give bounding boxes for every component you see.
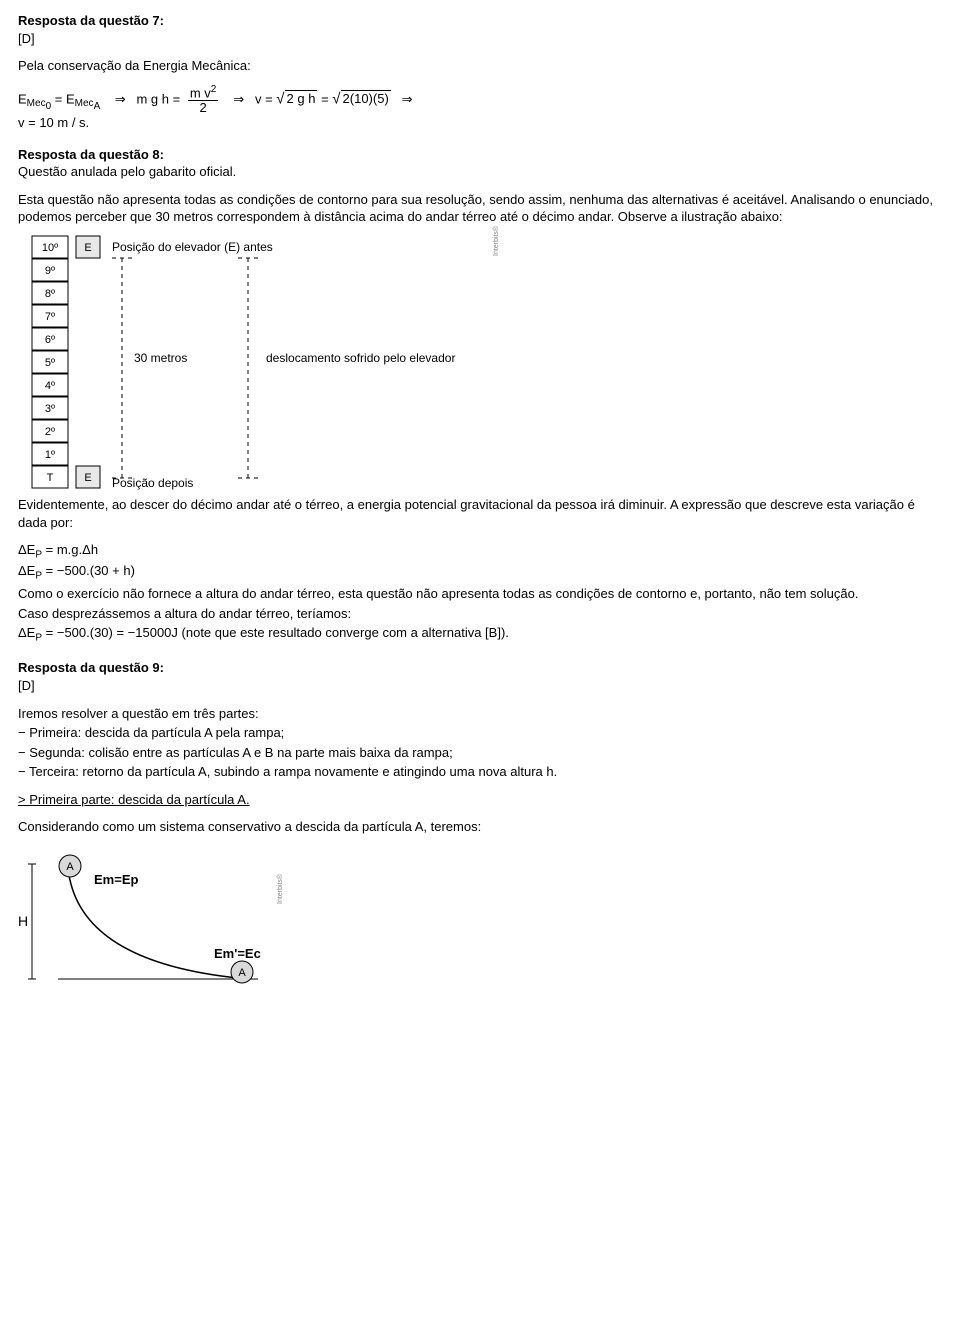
q9-intro: Iremos resolver a questão em três partes… xyxy=(18,705,942,723)
radical-icon: √ xyxy=(276,90,284,107)
svg-text:E: E xyxy=(84,472,91,484)
q8-eqB: ΔEP = −500.(30 + h) xyxy=(18,562,942,583)
svg-text:Em=Ep: Em=Ep xyxy=(94,872,138,887)
elevator-diagram: 10º 9º 8º 7º 6º 5º 4º 3º 2º 1º T E Posição do elev… xyxy=(18,226,942,496)
q8-para1: Esta questão não apresenta todas as cond… xyxy=(18,191,942,226)
fraction-mv2-2: m v2 2 xyxy=(188,85,219,115)
q8-para3: Como o exercício não fornece a altura do… xyxy=(18,585,942,603)
svg-text:Posição do elevador (E) antes: Posição do elevador (E) antes xyxy=(112,240,273,254)
svg-text:1º: 1º xyxy=(45,449,55,461)
svg-text:A: A xyxy=(238,967,246,979)
q8-para2: Evidentemente, ao descer do décimo andar… xyxy=(18,496,942,531)
eq-sign: = xyxy=(55,91,63,106)
svg-text:Interbits®: Interbits® xyxy=(492,226,500,256)
q7-section: Resposta da questão 7: [D] Pela conserva… xyxy=(18,12,942,132)
eq-sign2: = xyxy=(173,91,181,106)
svg-text:4º: 4º xyxy=(45,380,55,392)
arrow2: ⇒ xyxy=(233,91,244,106)
q8-para4: Caso desprezássemos a altura do andar té… xyxy=(18,605,942,623)
q7-title: Resposta da questão 7: xyxy=(18,12,942,30)
q8-eqC: ΔEP = −500.(30) = −15000J (note que este… xyxy=(18,624,942,645)
q7-intro: Pela conservação da Energia Mecânica: xyxy=(18,57,942,75)
var-E: E xyxy=(18,91,27,106)
q9-answer: [D] xyxy=(18,677,942,695)
q9-title: Resposta da questão 9: xyxy=(18,659,942,677)
svg-text:H: H xyxy=(18,913,28,929)
q9-section: Resposta da questão 9: [D] Iremos resolv… xyxy=(18,659,942,993)
q9-p2: − Segunda: colisão entre as partículas A… xyxy=(18,744,942,762)
ramp-diagram: H A Em=Ep A Em'=Ec Interbits® xyxy=(18,844,942,994)
svg-text:Posição depois: Posição depois xyxy=(112,476,193,490)
svg-text:E: E xyxy=(84,242,91,254)
q8-title: Resposta da questão 8: xyxy=(18,146,942,164)
q9-first-part: > Primeira parte: descida da partícula A… xyxy=(18,791,942,809)
svg-text:6º: 6º xyxy=(45,334,55,346)
svg-text:30 metros: 30 metros xyxy=(134,351,187,365)
svg-text:Interbits®: Interbits® xyxy=(276,873,284,904)
svg-text:10º: 10º xyxy=(42,242,58,254)
arrow1: ⇒ xyxy=(115,91,126,106)
svg-text:deslocamento sofrido pelo elev: deslocamento sofrido pelo elevador xyxy=(266,351,455,365)
svg-text:T: T xyxy=(47,472,54,484)
q9-p3: − Terceira: retorno da partícula A, subi… xyxy=(18,763,942,781)
svg-text:2º: 2º xyxy=(45,426,55,438)
svg-text:7º: 7º xyxy=(45,311,55,323)
q7-equation-line1: EMec0 = EMecA ⇒ m g h = m v2 2 ⇒ v = √2 … xyxy=(18,85,942,115)
q8-section: Resposta da questão 8: Questão anulada p… xyxy=(18,146,942,646)
svg-text:A: A xyxy=(66,861,74,873)
var-E2: E xyxy=(66,91,75,106)
q9-p1: − Primeira: descida da partícula A pela … xyxy=(18,724,942,742)
v: v xyxy=(255,91,262,106)
svg-text:9º: 9º xyxy=(45,265,55,277)
q7-answer: [D] xyxy=(18,30,942,48)
svg-text:Em'=Ec: Em'=Ec xyxy=(214,946,261,961)
svg-text:5º: 5º xyxy=(45,357,55,369)
svg-text:8º: 8º xyxy=(45,288,55,300)
radical-icon-2: √ xyxy=(332,90,340,107)
svg-text:3º: 3º xyxy=(45,403,55,415)
arrow3: ⇒ xyxy=(402,91,413,106)
q8-eqA: ΔEP = m.g.Δh xyxy=(18,541,942,562)
mgh-m: m xyxy=(136,91,147,106)
q7-equation-line2: v = 10 m / s. xyxy=(18,114,942,132)
q9-cons: Considerando como um sistema conservativ… xyxy=(18,818,942,836)
q8-annulled: Questão anulada pelo gabarito oficial. xyxy=(18,163,942,181)
